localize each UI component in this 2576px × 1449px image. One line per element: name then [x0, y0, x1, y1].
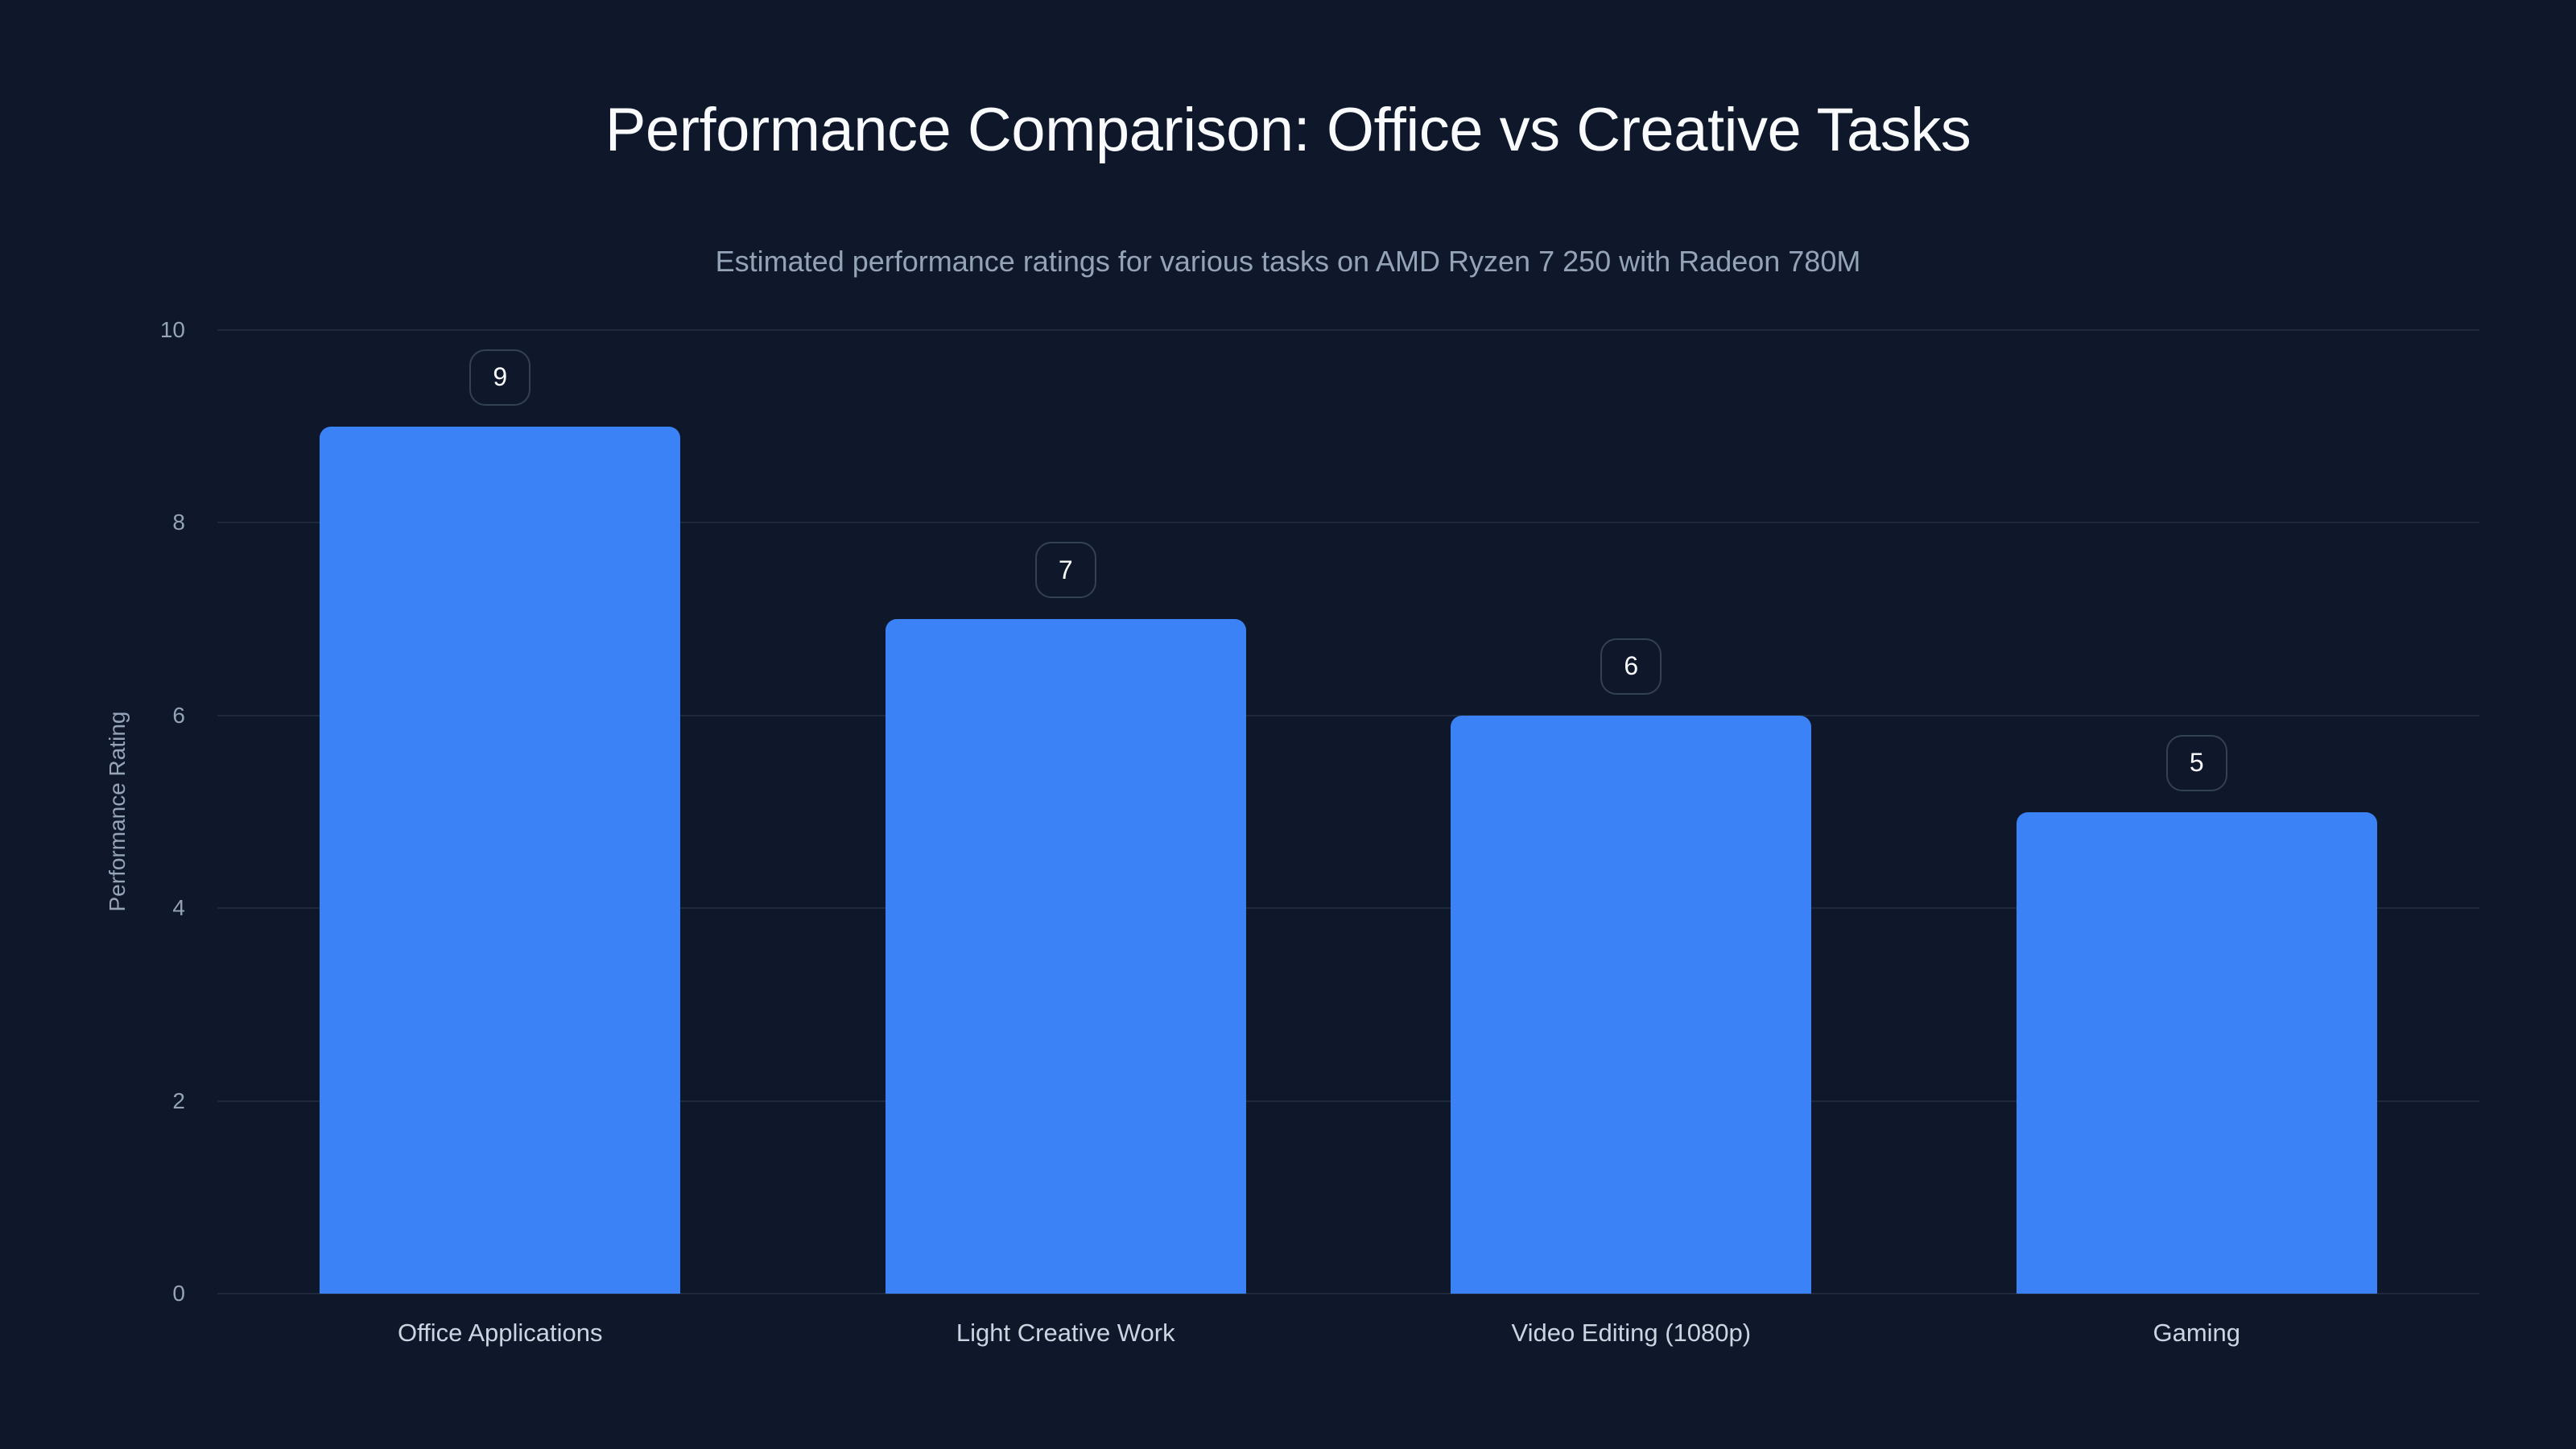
gridline	[217, 329, 2479, 331]
chart-title: Performance Comparison: Office vs Creati…	[605, 96, 1971, 164]
data-label-badge: 6	[1600, 638, 1662, 695]
bar[interactable]	[885, 619, 1246, 1294]
gridline	[217, 907, 2479, 910]
x-tick-label: Office Applications	[398, 1319, 603, 1347]
gridline	[217, 1293, 2479, 1294]
plot-area: 0 2 4 6 8 10 9 Office Applications 7 Light Creati…	[160, 317, 2479, 1347]
data-label-badge: 9	[469, 349, 531, 406]
data-label-badge: 5	[2165, 734, 2227, 791]
x-tick-label: Light Creative Work	[956, 1319, 1175, 1347]
y-axis-label: Performance Rating	[105, 711, 130, 912]
y-tick-label: 8	[172, 510, 185, 535]
y-tick-label: 0	[172, 1281, 185, 1306]
y-tick-label: 10	[159, 317, 185, 342]
y-tick-label: 2	[172, 1088, 185, 1113]
bar[interactable]	[2016, 811, 2377, 1294]
bar[interactable]	[320, 426, 681, 1294]
gridline	[217, 1100, 2479, 1102]
chart-subtitle: Estimated performance ratings for variou…	[715, 245, 1861, 278]
y-tick-label: 4	[172, 895, 185, 921]
gridline	[217, 714, 2479, 716]
bar[interactable]	[1451, 715, 1812, 1294]
gridline	[217, 522, 2479, 524]
x-tick-label: Gaming	[2153, 1319, 2241, 1347]
data-label-badge: 7	[1034, 542, 1096, 599]
x-tick-label: Video Editing (1080p)	[1511, 1319, 1752, 1347]
y-tick-label: 6	[172, 702, 185, 728]
